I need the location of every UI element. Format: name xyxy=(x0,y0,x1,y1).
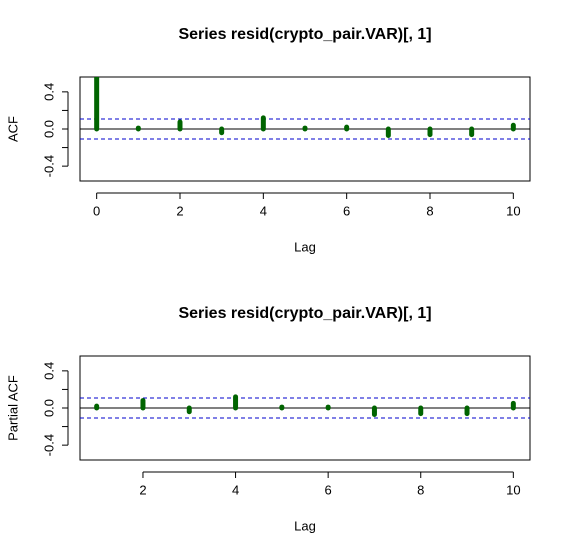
chart-title: Series resid(crypto_pair.VAR)[, 1] xyxy=(178,305,431,322)
x-axis-label: Lag xyxy=(294,518,316,533)
y-axis-label: Partial ACF xyxy=(5,375,20,441)
x-tick-label: 10 xyxy=(506,482,520,497)
y-tick-label: 0.4 xyxy=(41,362,56,380)
x-tick-label: 10 xyxy=(506,203,520,218)
y-tick-label: -0.4 xyxy=(41,434,56,456)
x-tick-label: 2 xyxy=(139,482,146,497)
y-tick-label: 0.0 xyxy=(41,399,56,417)
x-tick-label: 8 xyxy=(426,203,433,218)
x-tick-label: 2 xyxy=(176,203,183,218)
x-tick-label: 0 xyxy=(93,203,100,218)
plot-area xyxy=(80,394,530,419)
chart-title: Series resid(crypto_pair.VAR)[, 1] xyxy=(178,26,431,43)
y-tick-label: 0.0 xyxy=(41,120,56,138)
x-axis-label: Lag xyxy=(294,239,316,254)
x-tick-label: 8 xyxy=(417,482,424,497)
plot-area xyxy=(80,77,530,140)
x-tick-label: 4 xyxy=(232,482,239,497)
x-tick-label: 4 xyxy=(260,203,267,218)
x-tick-label: 6 xyxy=(325,482,332,497)
y-tick-label: -0.4 xyxy=(41,155,56,177)
y-axis-label: ACF xyxy=(5,116,20,142)
y-tick-label: 0.4 xyxy=(41,83,56,101)
x-tick-label: 6 xyxy=(343,203,350,218)
